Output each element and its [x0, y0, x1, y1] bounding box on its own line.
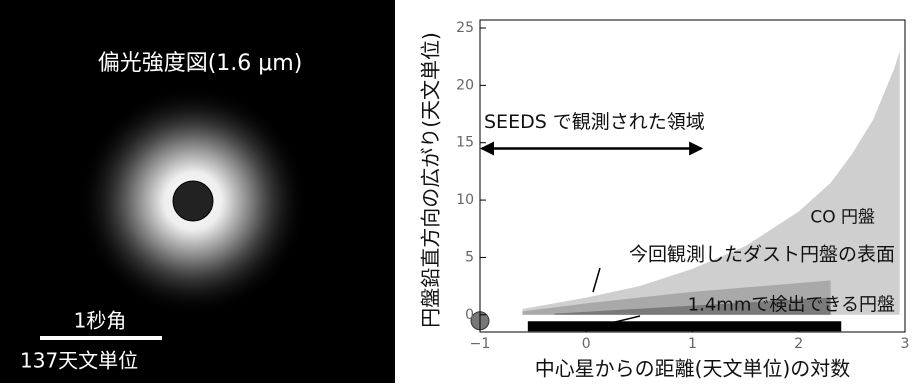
y-tick-label: 0 [465, 307, 474, 323]
pointer [615, 316, 640, 322]
figure: 偏光強度図(1.6 μm) 1秒角 137天文単位 CO 円盤今回観測したダスト… [0, 0, 912, 383]
series-label: CO 円盤 [810, 207, 875, 227]
y-tick-label: 25 [456, 20, 474, 36]
coronagraph-mask [173, 181, 213, 221]
y-axis-label: 円盤鉛直方向の広がり(天文単位) [419, 32, 443, 328]
y-tick-label: 5 [465, 249, 474, 265]
series-label: 今回観測したダスト円盤の表面 [629, 244, 895, 266]
arrow-head [689, 141, 703, 155]
scale-label: 1秒角 [74, 309, 127, 333]
x-tick-label: 2 [794, 336, 803, 352]
pointer [593, 268, 600, 292]
x-axis-label: 中心星からの距離(天文単位)の対数 [535, 357, 851, 381]
arrow-head [480, 141, 494, 155]
x-tick-label: 3 [901, 336, 910, 352]
detection-range [528, 321, 841, 331]
y-tick-label: 15 [456, 135, 474, 151]
x-tick-label: 1 [688, 336, 697, 352]
area [523, 51, 900, 315]
y-tick-label: 10 [456, 192, 474, 208]
image-title: 偏光強度図(1.6 μm) [98, 51, 303, 76]
seeds-label: SEEDS で観測された領域 [484, 111, 705, 133]
series-label: 1.4mmで検出できる円盤 [688, 295, 895, 316]
scale-distance: 137天文単位 [20, 349, 138, 373]
y-tick-label: 20 [456, 77, 474, 93]
x-tick-label: 0 [582, 336, 591, 352]
x-tick-label: −1 [470, 336, 491, 352]
